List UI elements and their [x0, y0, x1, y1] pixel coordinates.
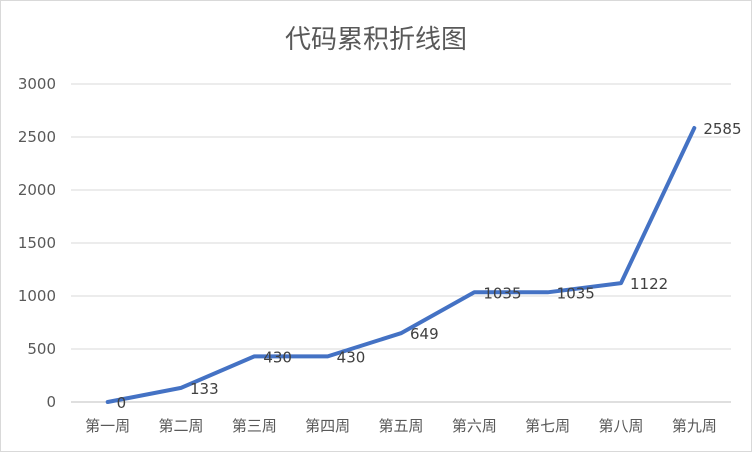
- y-axis-tick-labels: 0 500 1000 1500 2000 2500 3000: [18, 75, 56, 411]
- data-labels: 0 133 430 430 649 1035 1035 1122 2585: [117, 120, 742, 412]
- data-label: 1122: [630, 275, 668, 293]
- x-tick-label: 第一周: [85, 417, 130, 435]
- y-tick-label: 2000: [18, 181, 56, 199]
- x-tick-label: 第五周: [378, 417, 423, 435]
- x-tick-label: 第八周: [598, 417, 643, 435]
- data-label: 430: [337, 348, 366, 366]
- x-axis-tick-labels: 第一周 第二周 第三周 第四周 第五周 第六周 第七周 第八周 第九周: [85, 417, 717, 435]
- gridlines: [71, 83, 731, 403]
- data-label: 1035: [483, 284, 521, 302]
- y-tick-label: 0: [46, 393, 56, 411]
- y-tick-label: 3000: [18, 75, 56, 93]
- x-tick-label: 第九周: [672, 417, 717, 435]
- x-tick-label: 第四周: [305, 417, 350, 435]
- y-tick-label: 500: [27, 340, 56, 358]
- data-label: 133: [190, 380, 219, 398]
- data-label: 1035: [557, 284, 595, 302]
- x-tick-label: 第二周: [158, 417, 203, 435]
- series-line: [105, 126, 697, 404]
- chart-title: 代码累积折线图: [285, 25, 467, 55]
- series-group: [105, 126, 697, 404]
- x-tick-label: 第七周: [525, 417, 570, 435]
- x-tick-label: 第三周: [232, 417, 277, 435]
- y-tick-label: 1000: [18, 287, 56, 305]
- data-label: 649: [410, 325, 439, 343]
- data-label: 0: [117, 394, 127, 412]
- x-tick-label: 第六周: [452, 417, 497, 435]
- data-label: 2585: [703, 120, 741, 138]
- y-tick-label: 2500: [18, 128, 56, 146]
- data-label: 430: [263, 348, 292, 366]
- y-tick-label: 1500: [18, 234, 56, 252]
